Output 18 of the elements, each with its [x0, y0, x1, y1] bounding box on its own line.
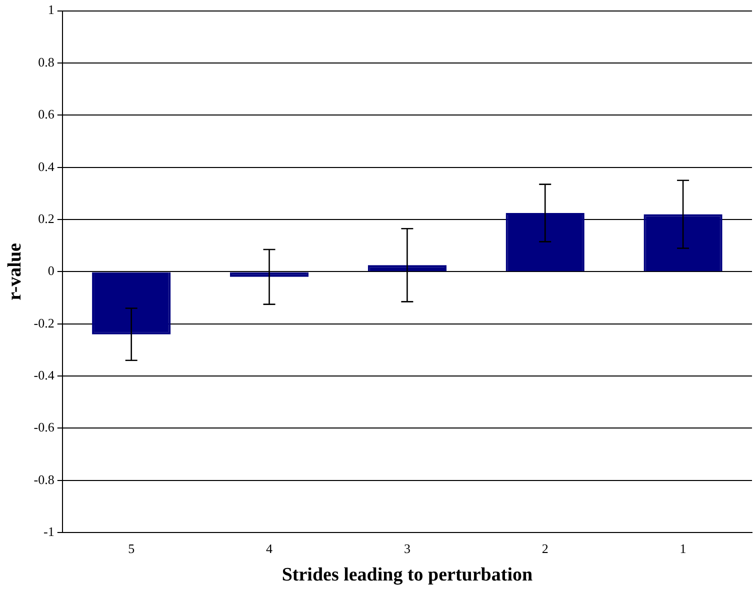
x-tick-label: 3 — [404, 540, 410, 556]
y-tick-label: -0.2 — [34, 315, 54, 330]
x-tick-label: 5 — [128, 540, 135, 556]
x-tick-label: 1 — [680, 540, 686, 556]
x-tick-label: 2 — [542, 540, 548, 556]
x-tick-label: 4 — [266, 540, 274, 556]
y-tick-label: -1 — [44, 524, 54, 540]
y-tick-label: -0.8 — [34, 472, 54, 487]
y-axis-title: r-value — [4, 243, 26, 300]
y-tick-label: -0.4 — [34, 367, 55, 382]
y-tick-label: 0.2 — [38, 210, 54, 226]
y-tick-label: 0.4 — [38, 158, 55, 174]
y-tick-label: 0 — [48, 263, 54, 278]
y-tick-label: 0.8 — [38, 54, 54, 70]
y-tick-label: 0.6 — [38, 106, 55, 122]
y-tick-label: -0.6 — [34, 420, 55, 435]
y-tick-label: 1 — [48, 2, 54, 18]
x-axis-title: Strides leading to perturbation — [282, 564, 533, 586]
